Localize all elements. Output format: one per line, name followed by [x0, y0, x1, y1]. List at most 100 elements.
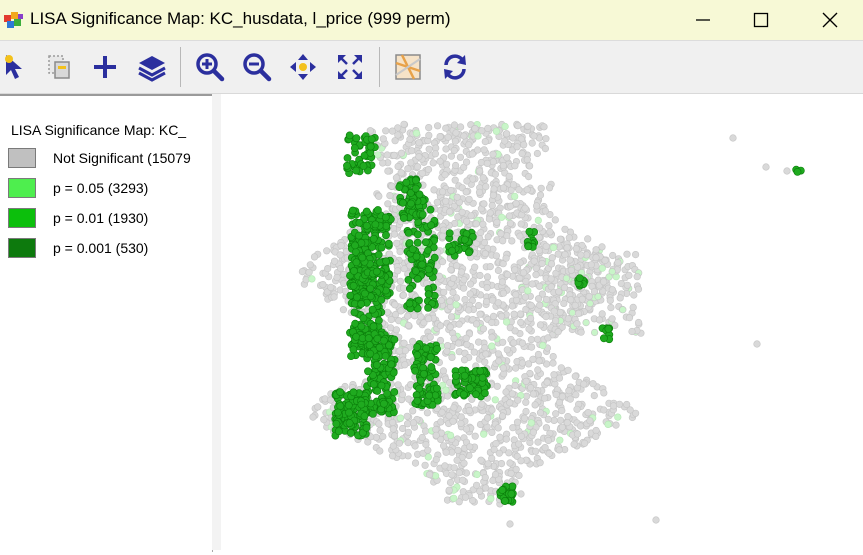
layers-button[interactable]	[136, 51, 168, 83]
map-point	[589, 380, 597, 388]
significant-point	[360, 412, 369, 420]
significant-point	[465, 384, 474, 392]
map-point	[502, 254, 510, 262]
map-point	[547, 275, 555, 283]
map-point	[447, 431, 455, 440]
copy-selection-button[interactable]	[43, 51, 75, 83]
significant-point	[359, 162, 368, 170]
significant-point	[412, 252, 421, 261]
significant-point	[362, 221, 371, 230]
fit-extent-button[interactable]	[334, 51, 366, 83]
legend-item-p005[interactable]: p = 0.05 (3293)	[8, 178, 212, 202]
map-point	[488, 201, 496, 210]
map-point	[508, 237, 516, 245]
map-point	[319, 281, 327, 289]
map-point	[323, 247, 331, 255]
significant-point	[395, 183, 404, 191]
map-point	[528, 280, 536, 288]
map-point	[486, 209, 494, 217]
map-point	[528, 139, 536, 147]
legend-item-p0001[interactable]: p = 0.001 (530)	[8, 238, 212, 262]
map-point	[488, 342, 496, 350]
map-point	[379, 135, 387, 143]
map-point	[510, 339, 518, 347]
map-point	[445, 486, 453, 494]
significant-point	[404, 228, 413, 237]
map-point	[545, 222, 553, 230]
toolbar-separator	[379, 47, 380, 87]
map-point	[555, 288, 563, 296]
map-point	[476, 487, 484, 495]
title-bar: LISA Significance Map: KC_husdata, l_pri…	[0, 0, 863, 41]
map-point	[503, 271, 512, 279]
lisa-significance-map[interactable]	[221, 94, 863, 550]
legend-swatch	[8, 208, 36, 228]
map-point	[462, 188, 470, 196]
significant-point	[357, 322, 366, 331]
map-point	[320, 416, 328, 424]
map-point	[450, 464, 458, 472]
map-point	[541, 207, 550, 215]
map-point	[600, 406, 608, 414]
map-point	[632, 409, 640, 417]
map-point	[598, 310, 606, 318]
map-point	[439, 232, 447, 240]
legend-item-not-significant[interactable]: Not Significant (15079	[8, 148, 212, 172]
significant-point	[419, 369, 428, 378]
map-point	[499, 338, 507, 346]
map-point	[397, 169, 405, 177]
map-point	[729, 134, 737, 142]
map-point	[333, 273, 341, 282]
map-point	[565, 234, 573, 242]
map-point	[505, 449, 513, 457]
map-point	[460, 356, 469, 364]
basemap-button[interactable]	[392, 51, 424, 83]
map-point	[425, 123, 433, 132]
map-point	[404, 428, 412, 436]
refresh-button[interactable]	[439, 51, 471, 83]
significant-point	[350, 144, 359, 152]
map-point	[616, 294, 624, 302]
map-point	[450, 494, 458, 502]
map-point	[537, 184, 545, 192]
map-point	[560, 299, 568, 307]
map-point	[503, 154, 511, 162]
legend-item-p001[interactable]: p = 0.01 (1930)	[8, 208, 212, 232]
significant-point	[432, 384, 441, 393]
map-point	[432, 472, 440, 480]
map-point	[503, 346, 511, 354]
panel-splitter[interactable]	[212, 94, 221, 550]
map-point	[477, 158, 486, 167]
significant-point	[360, 289, 369, 298]
map-point	[482, 182, 490, 191]
map-point	[511, 162, 519, 170]
map-point	[479, 325, 488, 333]
map-point	[555, 374, 564, 382]
zoom-in-button[interactable]	[194, 51, 226, 83]
map-point	[390, 432, 399, 440]
map-point	[438, 408, 446, 416]
pan-button[interactable]	[287, 51, 319, 83]
map-point	[532, 264, 540, 272]
add-layer-button[interactable]	[89, 51, 121, 83]
map-point	[538, 290, 547, 298]
significant-point	[404, 275, 413, 284]
map-point	[446, 478, 455, 487]
map-point	[444, 133, 452, 141]
map-point	[491, 470, 500, 479]
close-button[interactable]	[810, 4, 850, 36]
map-point	[614, 259, 622, 267]
map-point	[460, 459, 468, 467]
map-point	[608, 315, 616, 323]
select-tool-button[interactable]	[0, 51, 32, 83]
significant-point	[507, 489, 516, 498]
map-point	[397, 307, 405, 315]
zoom-out-button[interactable]	[241, 51, 273, 83]
map-canvas[interactable]	[221, 94, 863, 550]
significant-point	[430, 253, 439, 262]
map-point	[389, 442, 397, 450]
legend-swatch	[8, 178, 36, 198]
maximize-button[interactable]	[741, 4, 781, 36]
minimize-button[interactable]	[683, 4, 723, 36]
significant-point	[367, 135, 376, 143]
